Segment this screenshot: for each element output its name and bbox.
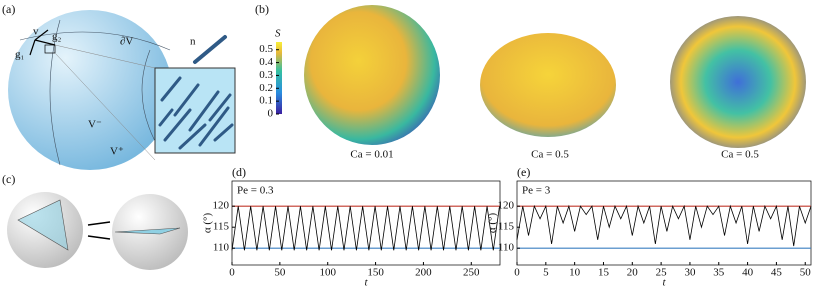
y-axis-label: α (°) xyxy=(487,213,499,234)
x-tick-label: 200 xyxy=(415,267,432,279)
y-tick-label: 115 xyxy=(498,221,515,233)
caption: Ca = 0.5 xyxy=(531,149,569,161)
x-tick-label: 50 xyxy=(274,267,286,279)
panel-label: (d) xyxy=(232,165,246,179)
label-v: v xyxy=(33,26,39,38)
annotation: Pe = 0.3 xyxy=(237,185,274,197)
x-tick-label: 10 xyxy=(569,267,581,279)
colorbar-tick-label: 0.5 xyxy=(259,43,273,55)
line xyxy=(516,204,812,247)
plot-frame xyxy=(231,180,501,266)
vectors xyxy=(29,29,56,56)
x-tick-label: 150 xyxy=(367,267,384,279)
y-axis-label: α (°) xyxy=(202,213,214,234)
y-tick-label: 120 xyxy=(213,200,230,212)
colorbar-tick-label: 0.4 xyxy=(259,56,273,68)
rods xyxy=(158,76,234,150)
x-tick-label: 15 xyxy=(598,267,610,279)
label-g2: g₂ xyxy=(52,31,62,43)
panel-label: (c) xyxy=(2,172,15,186)
y-tick-label: 110 xyxy=(213,242,230,254)
x-tick-label: 35 xyxy=(713,267,725,279)
patch xyxy=(44,44,56,54)
tetra xyxy=(17,199,69,251)
x-tick-label: 45 xyxy=(771,267,783,279)
sphere xyxy=(304,5,440,145)
x-tick-label: 25 xyxy=(656,267,668,279)
y-tick-label: 115 xyxy=(213,221,230,233)
tetra xyxy=(114,227,181,235)
colorbar-tick-label: 0 xyxy=(268,108,274,120)
colorbar xyxy=(276,42,282,114)
y-tick-label: 120 xyxy=(498,200,515,212)
annotation: Pe = 3 xyxy=(522,185,551,197)
label-g1: g₁ xyxy=(15,49,25,61)
panel-label: (b) xyxy=(255,2,269,16)
label-vplus: V⁺ xyxy=(110,146,124,158)
x-tick-label: 50 xyxy=(800,267,812,279)
panel-label: (a) xyxy=(2,2,15,16)
colorbar-tick-label: 0.2 xyxy=(259,82,273,94)
sphere-lines xyxy=(19,19,171,166)
label-n: n xyxy=(190,36,196,48)
x-tick-label: 20 xyxy=(627,267,639,279)
x-tick-label: 40 xyxy=(742,267,754,279)
x-axis-label: t xyxy=(364,277,368,287)
sphere xyxy=(670,16,806,148)
colorbar-title: S xyxy=(275,28,281,40)
label-dv: ∂V xyxy=(120,36,133,48)
x-tick-label: 5 xyxy=(543,267,549,279)
caption: Ca = 0.5 xyxy=(721,149,759,161)
zoom-box xyxy=(154,67,236,154)
caption: Ca = 0.01 xyxy=(350,149,393,161)
x-tick-label: 0 xyxy=(229,267,235,279)
zoom-lines xyxy=(54,44,156,161)
y-tick-label: 110 xyxy=(498,242,515,254)
x-tick-label: 250 xyxy=(463,267,480,279)
x-axis-label: t xyxy=(662,277,666,287)
plot-frame xyxy=(516,180,812,266)
x-tick-label: 0 xyxy=(514,267,520,279)
label-vminus: V⁻ xyxy=(88,119,102,131)
line xyxy=(231,206,500,251)
sphere xyxy=(8,10,172,170)
sphere xyxy=(480,33,616,137)
x-tick-label: 100 xyxy=(319,267,336,279)
panel-label: (e) xyxy=(517,165,530,179)
arrows xyxy=(87,221,111,240)
colorbar-tick-label: 0.1 xyxy=(259,95,273,107)
x-tick-label: 30 xyxy=(684,267,696,279)
rod xyxy=(193,35,227,64)
colorbar-tick-label: 0.3 xyxy=(259,69,273,81)
